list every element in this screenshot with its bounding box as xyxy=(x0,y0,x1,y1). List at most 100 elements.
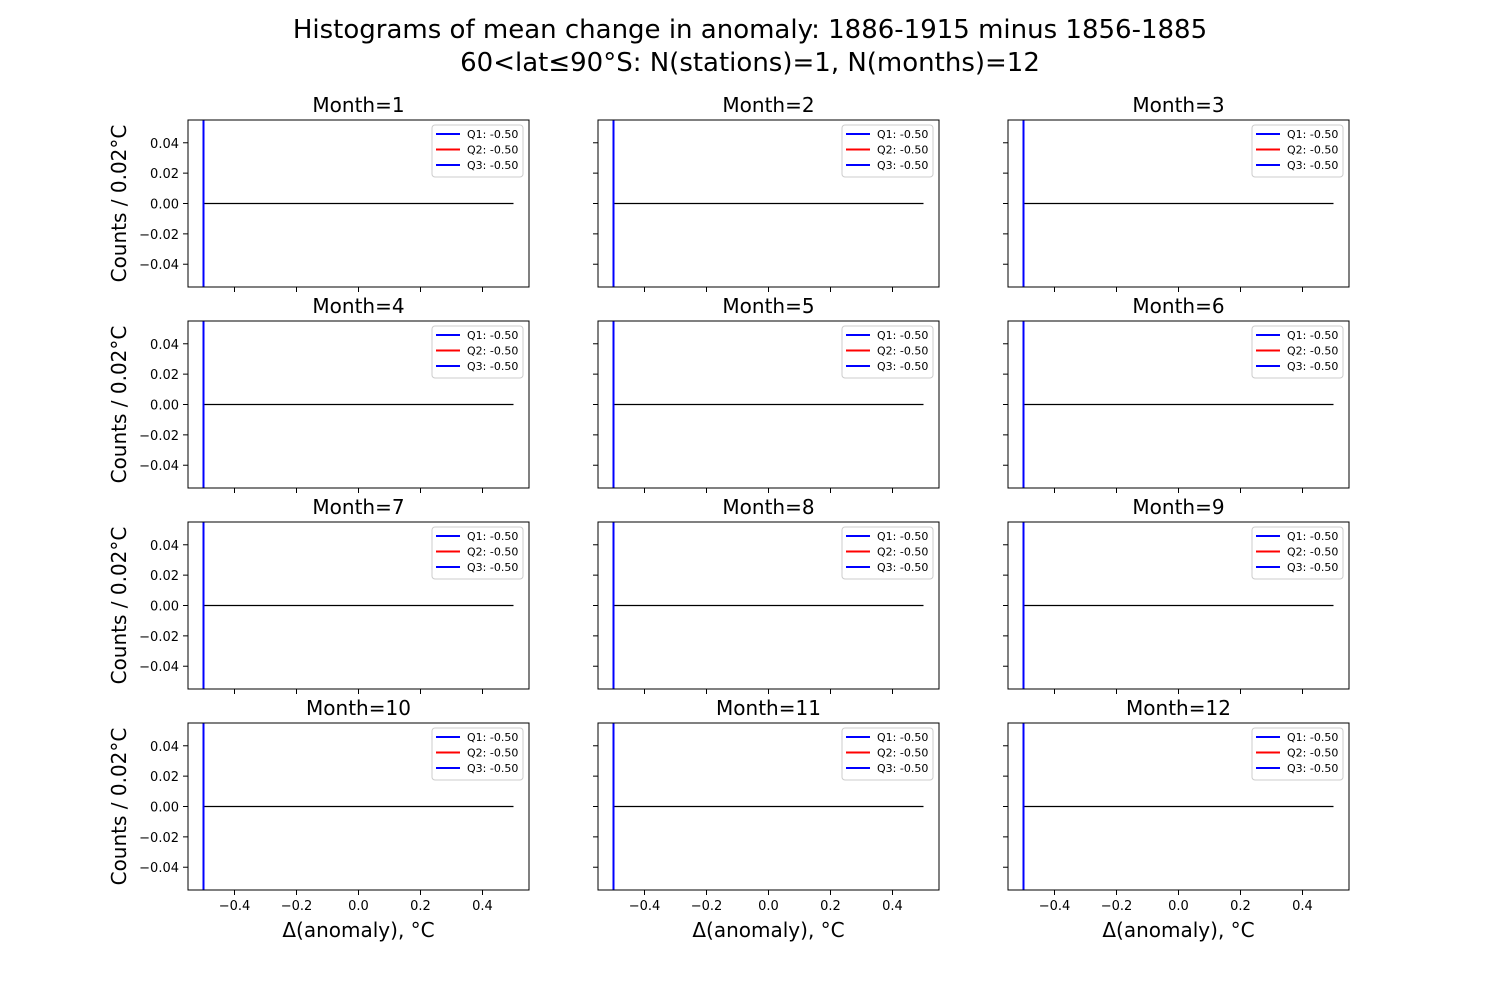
panel-month-7: Month=7 0.04 0.02 0.00 −0.02 −0.04 Counts / 0.… xyxy=(107,495,530,694)
y-tick-label: −0.02 xyxy=(139,831,179,846)
y-tick-label: −0.04 xyxy=(139,660,179,675)
legend-label-q1: Q1: -0.50 xyxy=(1287,329,1338,342)
x-tick-label: −0.4 xyxy=(1039,899,1071,914)
legend-label-q1: Q1: -0.50 xyxy=(467,530,518,543)
legend-label-q3: Q3: -0.50 xyxy=(1287,762,1338,775)
panel-month-1: Month=1 0.04 0.02 0.00 −0.02 −0.04 Counts / 0.… xyxy=(107,93,530,292)
legend-label-q2: Q2: -0.50 xyxy=(877,546,928,559)
x-axis-label: Δ(anomaly), °C xyxy=(692,918,844,942)
legend-label-q1: Q1: -0.50 xyxy=(877,530,928,543)
figure-title-line-2: 60<lat≤90°S: N(stations)=1, N(months)=12 xyxy=(460,48,1040,78)
x-tick-label: 0.0 xyxy=(1168,899,1189,914)
panel-title: Month=6 xyxy=(1132,294,1224,318)
legend: Q1: -0.50 Q2: -0.50 Q3: -0.50 xyxy=(431,526,524,580)
legend-label-q2: Q2: -0.50 xyxy=(467,144,518,157)
legend: Q1: -0.50 Q2: -0.50 Q3: -0.50 xyxy=(1251,124,1344,178)
y-tick-label: −0.02 xyxy=(139,630,179,645)
y-tick-label: 0.02 xyxy=(150,770,179,785)
y-tick-label: −0.04 xyxy=(139,861,179,876)
panel-month-9: Month=9 Q1: -0.50 Q2: -0.50 Q3: -0.50 xyxy=(1003,495,1350,694)
y-tick-label: 0.04 xyxy=(150,338,179,353)
legend-label-q3: Q3: -0.50 xyxy=(877,561,928,574)
legend-label-q2: Q2: -0.50 xyxy=(877,345,928,358)
legend: Q1: -0.50 Q2: -0.50 Q3: -0.50 xyxy=(841,124,934,178)
x-tick-label: 0.2 xyxy=(820,899,841,914)
x-tick-label: 0.2 xyxy=(410,899,431,914)
legend-label-q2: Q2: -0.50 xyxy=(467,345,518,358)
legend-label-q1: Q1: -0.50 xyxy=(467,128,518,141)
legend-label-q3: Q3: -0.50 xyxy=(877,159,928,172)
legend-label-q2: Q2: -0.50 xyxy=(877,144,928,157)
legend-label-q3: Q3: -0.50 xyxy=(1287,360,1338,373)
legend-label-q2: Q2: -0.50 xyxy=(1287,144,1338,157)
y-tick-label: 0.00 xyxy=(150,399,179,414)
x-tick-label: −0.4 xyxy=(629,899,661,914)
legend-label-q3: Q3: -0.50 xyxy=(467,360,518,373)
y-tick-label: 0.04 xyxy=(150,740,179,755)
legend-label-q2: Q2: -0.50 xyxy=(877,747,928,760)
panel-month-10: Month=10 0.04 0.02 0.00 −0.02 −0.04 −0.4 −0.2 0.… xyxy=(107,696,530,942)
panel-title: Month=7 xyxy=(312,495,404,519)
legend: Q1: -0.50 Q2: -0.50 Q3: -0.50 xyxy=(841,325,934,379)
panel-title: Month=9 xyxy=(1132,495,1224,519)
panel-title: Month=3 xyxy=(1132,93,1224,117)
panel-month-4: Month=4 0.04 0.02 0.00 −0.02 −0.04 Counts / 0.… xyxy=(107,294,530,493)
x-axis-label: Δ(anomaly), °C xyxy=(1102,918,1254,942)
panel-title: Month=8 xyxy=(722,495,814,519)
panel-month-11: Month=11 −0.4 −0.2 0.0 0.2 0.4 Δ(anomaly), °C Q… xyxy=(593,696,940,942)
legend-label-q1: Q1: -0.50 xyxy=(1287,731,1338,744)
y-tick-label: −0.04 xyxy=(139,459,179,474)
legend-label-q1: Q1: -0.50 xyxy=(877,731,928,744)
legend: Q1: -0.50 Q2: -0.50 Q3: -0.50 xyxy=(841,526,934,580)
legend-label-q2: Q2: -0.50 xyxy=(467,747,518,760)
y-tick-label: 0.02 xyxy=(150,569,179,584)
legend-label-q1: Q1: -0.50 xyxy=(1287,128,1338,141)
legend-label-q1: Q1: -0.50 xyxy=(467,731,518,744)
x-tick-label: 0.4 xyxy=(472,899,493,914)
x-tick-label: 0.2 xyxy=(1230,899,1251,914)
legend-label-q3: Q3: -0.50 xyxy=(1287,561,1338,574)
legend-label-q2: Q2: -0.50 xyxy=(1287,345,1338,358)
y-tick-label: 0.04 xyxy=(150,137,179,152)
figure-title-line-1: Histograms of mean change in anomaly: 18… xyxy=(292,15,1208,45)
y-tick-label: 0.04 xyxy=(150,539,179,554)
panel-title: Month=5 xyxy=(722,294,814,318)
x-tick-label: 0.4 xyxy=(882,899,903,914)
legend-label-q1: Q1: -0.50 xyxy=(467,329,518,342)
legend-label-q1: Q1: -0.50 xyxy=(877,128,928,141)
panel-month-8: Month=8 Q1: -0.50 Q2: -0.50 Q3: -0.50 xyxy=(593,495,940,694)
y-tick-label: 0.00 xyxy=(150,600,179,615)
y-axis-label: Counts / 0.02°C xyxy=(107,326,131,484)
y-tick-label: 0.02 xyxy=(150,368,179,383)
legend-label-q2: Q2: -0.50 xyxy=(467,546,518,559)
y-axis-label: Counts / 0.02°C xyxy=(107,125,131,283)
legend-label-q3: Q3: -0.50 xyxy=(467,561,518,574)
x-tick-label: −0.2 xyxy=(281,899,313,914)
y-axis-label: Counts / 0.02°C xyxy=(107,728,131,886)
panel-title: Month=12 xyxy=(1126,696,1231,720)
x-tick-label: 0.0 xyxy=(348,899,369,914)
legend-label-q2: Q2: -0.50 xyxy=(1287,747,1338,760)
x-tick-label: −0.2 xyxy=(1101,899,1133,914)
legend: Q1: -0.50 Q2: -0.50 Q3: -0.50 xyxy=(1251,325,1344,379)
legend-label-q3: Q3: -0.50 xyxy=(877,762,928,775)
panel-month-12: Month=12 −0.4 −0.2 0.0 0.2 0.4 Δ(anomaly), °C Q… xyxy=(1003,696,1350,942)
legend: Q1: -0.50 Q2: -0.50 Q3: -0.50 xyxy=(1251,727,1344,781)
legend-label-q2: Q2: -0.50 xyxy=(1287,546,1338,559)
y-tick-label: 0.02 xyxy=(150,167,179,182)
legend: Q1: -0.50 Q2: -0.50 Q3: -0.50 xyxy=(431,727,524,781)
x-tick-label: −0.4 xyxy=(219,899,251,914)
legend-label-q3: Q3: -0.50 xyxy=(877,360,928,373)
legend: Q1: -0.50 Q2: -0.50 Q3: -0.50 xyxy=(431,124,524,178)
legend: Q1: -0.50 Q2: -0.50 Q3: -0.50 xyxy=(1251,526,1344,580)
panel-title: Month=2 xyxy=(722,93,814,117)
panel-title: Month=4 xyxy=(312,294,404,318)
y-tick-label: 0.00 xyxy=(150,198,179,213)
panel-month-6: Month=6 Q1: -0.50 Q2: -0.50 Q3: -0.50 xyxy=(1003,294,1350,493)
panel-title: Month=1 xyxy=(312,93,404,117)
legend: Q1: -0.50 Q2: -0.50 Q3: -0.50 xyxy=(841,727,934,781)
figure-title: Histograms of mean change in anomaly: 18… xyxy=(0,14,1500,80)
legend-label-q3: Q3: -0.50 xyxy=(467,762,518,775)
panel-month-2: Month=2 Q1: -0.50 Q2: -0.50 Q3: -0.50 xyxy=(593,93,940,292)
